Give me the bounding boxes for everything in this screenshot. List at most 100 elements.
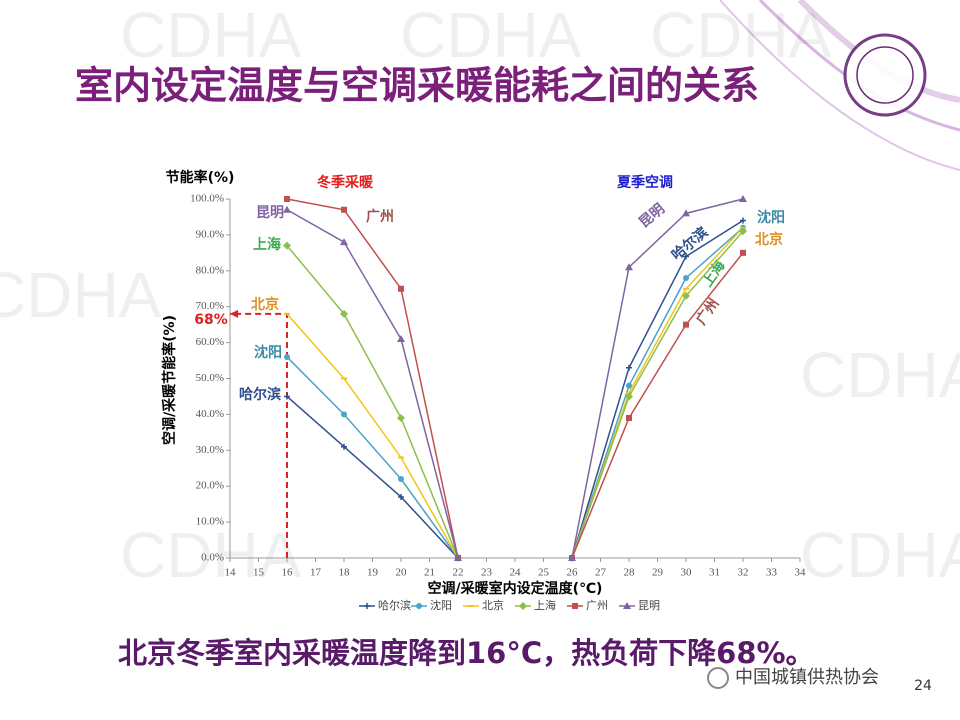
series-line (286, 227, 744, 559)
y-tick-label: 70.0% (196, 300, 224, 312)
marker (341, 206, 347, 213)
series-line (286, 219, 744, 559)
watermark: CDHA (0, 259, 162, 331)
y-label-top: 节能率(%) (166, 169, 235, 186)
decoration (719, 0, 960, 171)
x-tick-label: 28 (624, 567, 636, 579)
page-number: 24 (914, 678, 932, 694)
reference-arrow (230, 309, 238, 318)
legend-marker (623, 602, 631, 609)
source-icon (707, 667, 729, 689)
watermark: CDHA (650, 0, 832, 71)
y-tick-label: 0.0% (201, 552, 224, 564)
y-tick-label: 80.0% (196, 264, 224, 276)
y-axis-title: 空调/采暖节能率(%) (161, 315, 178, 445)
annotation: 68% (194, 312, 228, 328)
marker (739, 227, 747, 236)
x-tick-label: 24 (510, 567, 522, 579)
conclusion: 北京冬季室内采暖温度降到16°C，热负荷下降68%。 (118, 636, 815, 670)
y-tick-label: 20.0% (196, 480, 224, 492)
marker (626, 414, 632, 421)
x-tick-label: 27 (595, 567, 607, 579)
legend-marker (364, 603, 370, 609)
y-tick-label: 40.0% (196, 408, 224, 420)
marker (454, 554, 462, 561)
x-tick-label: 16 (282, 567, 294, 579)
source: 中国城镇供热协会 (735, 667, 879, 688)
legend-label: 哈尔滨 (378, 598, 411, 612)
marker (341, 411, 347, 418)
y-tick-label: 60.0% (196, 336, 224, 348)
x-tick-label: 32 (738, 567, 749, 579)
marker (398, 476, 404, 483)
x-tick-label: 30 (681, 567, 693, 579)
marker (625, 392, 633, 401)
marker (340, 309, 348, 318)
y-tick-label: 10.0% (196, 516, 224, 528)
annotation: 昆明 (256, 205, 284, 221)
x-tick-label: 26 (567, 567, 579, 579)
x-tick-label: 29 (652, 567, 664, 579)
marker (682, 209, 690, 217)
annotation: 北京 (251, 296, 279, 313)
annotation: 上海 (253, 236, 281, 253)
marker (397, 335, 405, 343)
legend-label: 上海 (534, 598, 556, 612)
annotation: 哈尔滨 (239, 386, 281, 403)
watermark: CDHA (800, 519, 960, 591)
x-tick-label: 21 (424, 567, 435, 579)
legend-label: 昆明 (638, 599, 660, 612)
section-label: 冬季采暖 (317, 174, 374, 191)
x-tick-label: 31 (709, 567, 720, 579)
x-tick-label: 19 (367, 567, 379, 579)
marker (340, 238, 348, 246)
annotation: 北京 (755, 231, 783, 248)
x-tick-label: 34 (795, 567, 807, 579)
marker (740, 217, 746, 224)
x-tick-label: 25 (538, 567, 550, 579)
x-tick-label: 17 (310, 567, 322, 579)
legend-marker (519, 602, 527, 610)
series-line (286, 198, 744, 559)
legend-marker (416, 603, 422, 609)
x-tick-label: 33 (766, 567, 778, 579)
x-tick-label: 23 (481, 567, 493, 579)
marker (398, 493, 404, 500)
marker (568, 554, 576, 561)
marker (626, 382, 632, 389)
watermark: CDHA (120, 0, 302, 71)
x-tick-label: 20 (396, 567, 408, 579)
marker (739, 195, 747, 202)
section-label: 夏季空调 (617, 174, 673, 191)
marker (683, 274, 689, 281)
marker (397, 413, 405, 422)
marker (398, 285, 404, 292)
y-tick-label: 30.0% (196, 444, 224, 456)
y-tick-label: 50.0% (196, 372, 224, 384)
marker (683, 253, 689, 260)
series-line (286, 230, 744, 559)
annotation: 沈阳 (254, 344, 282, 361)
marker (284, 196, 290, 202)
legend-label: 沈阳 (430, 598, 452, 612)
x-axis-title: 空调/采暖室内设定温度(℃) (428, 580, 603, 597)
annotation: 广州 (366, 208, 394, 225)
watermark: CDHA (400, 0, 582, 71)
legend-label: 广州 (586, 599, 608, 612)
marker (683, 321, 689, 328)
legend-label: 北京 (482, 598, 504, 612)
y-tick-label: 90.0% (196, 228, 224, 240)
y-tick-label: 100.0% (190, 193, 224, 205)
marker (283, 205, 291, 213)
x-tick-label: 15 (253, 567, 265, 579)
marker (626, 364, 632, 371)
annotation: 沈阳 (757, 209, 785, 226)
marker (625, 263, 633, 271)
annotation: 哈尔滨 (668, 224, 711, 264)
series-line (286, 198, 744, 559)
marker (283, 241, 291, 250)
marker (341, 443, 347, 450)
slide-title: 室内设定温度与空调采暖能耗之间的关系 (75, 64, 759, 108)
x-tick-label: 14 (225, 567, 237, 579)
